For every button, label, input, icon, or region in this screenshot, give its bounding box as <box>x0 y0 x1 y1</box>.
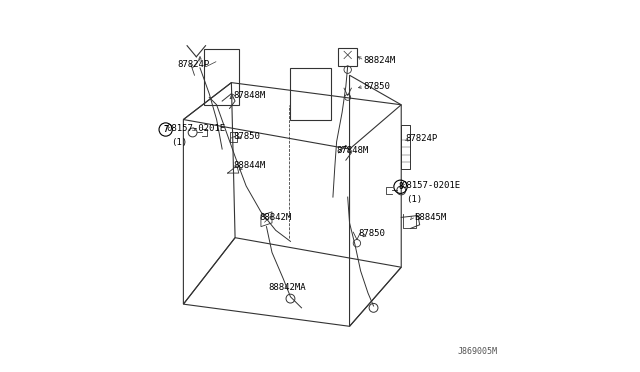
Text: 08157-0201E: 08157-0201E <box>167 124 226 133</box>
Text: (1): (1) <box>172 138 188 147</box>
Text: 87824P: 87824P <box>178 60 210 69</box>
Text: 7: 7 <box>163 125 168 134</box>
Text: 88842MA: 88842MA <box>268 283 306 292</box>
Text: 88824M: 88824M <box>364 56 396 65</box>
Text: (1): (1) <box>406 195 422 204</box>
Text: 87850: 87850 <box>364 82 390 91</box>
Text: 88844M: 88844M <box>233 161 266 170</box>
Text: 87848M: 87848M <box>233 91 266 100</box>
Text: 87824P: 87824P <box>405 134 437 142</box>
Text: 87850: 87850 <box>359 230 386 238</box>
Text: 87848M: 87848M <box>337 147 369 155</box>
Text: J869005M: J869005M <box>457 347 497 356</box>
Text: 08157-0201E: 08157-0201E <box>401 182 460 190</box>
Text: 88842M: 88842M <box>259 213 291 222</box>
Text: 8: 8 <box>398 182 403 191</box>
Text: B8845M: B8845M <box>414 213 447 222</box>
Text: 87850: 87850 <box>233 132 260 141</box>
